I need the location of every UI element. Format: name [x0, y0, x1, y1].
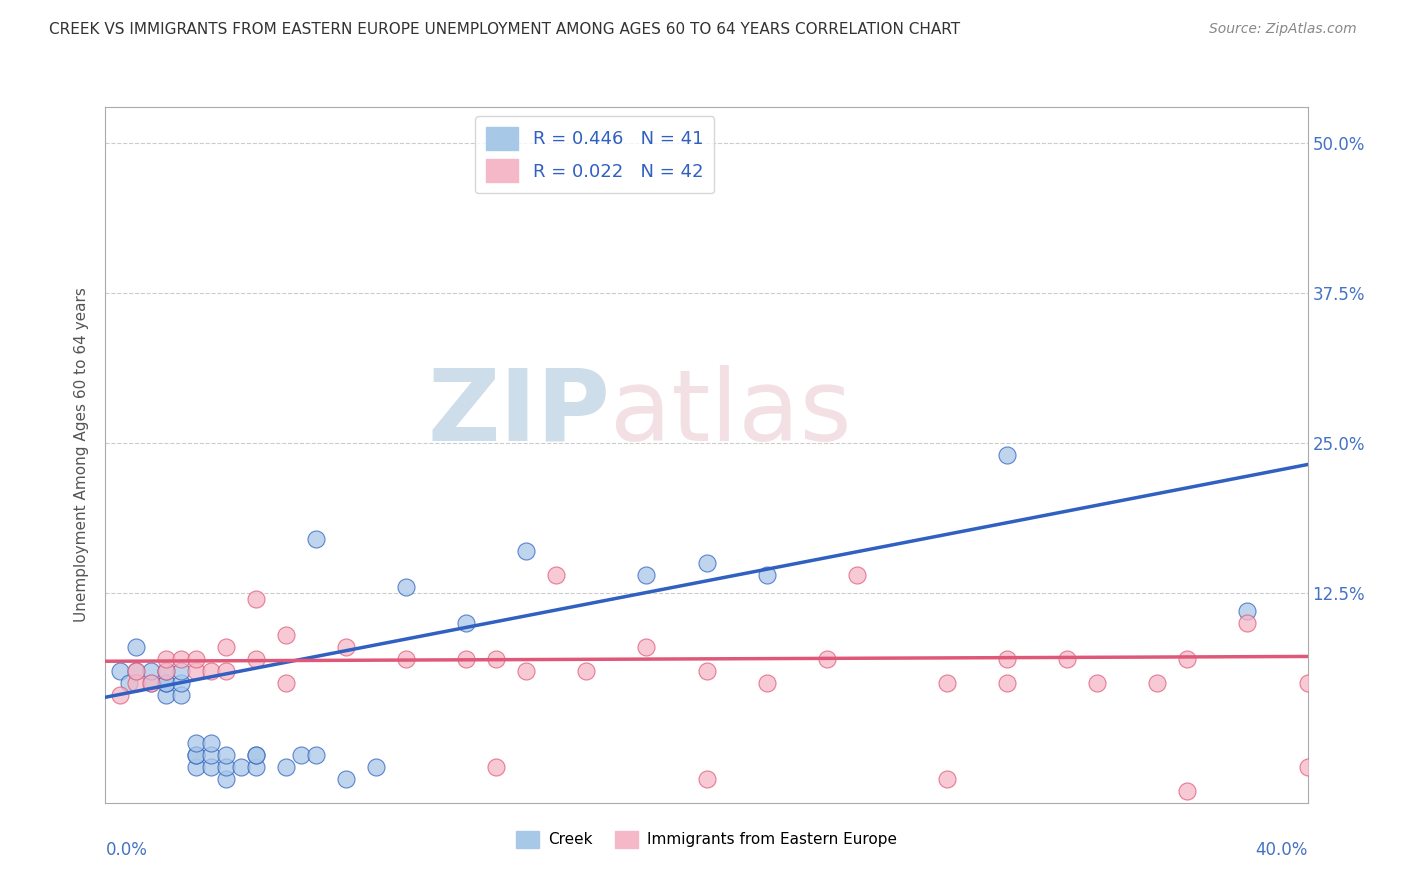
Point: [1146, 676, 1168, 690]
Point: [184, 736, 207, 750]
Text: 40.0%: 40.0%: [1256, 841, 1308, 859]
Point: [214, 772, 236, 786]
Point: [1296, 760, 1319, 774]
Point: [184, 664, 207, 678]
Point: [305, 747, 328, 762]
Point: [169, 688, 191, 702]
Y-axis label: Unemployment Among Ages 60 to 64 years: Unemployment Among Ages 60 to 64 years: [75, 287, 90, 623]
Point: [200, 664, 222, 678]
Point: [636, 640, 658, 654]
Point: [755, 676, 778, 690]
Point: [214, 760, 236, 774]
Point: [245, 652, 267, 666]
Point: [214, 747, 236, 762]
Point: [184, 652, 207, 666]
Point: [124, 664, 146, 678]
Point: [155, 676, 177, 690]
Point: [155, 688, 177, 702]
Point: [124, 664, 146, 678]
Text: CREEK VS IMMIGRANTS FROM EASTERN EUROPE UNEMPLOYMENT AMONG AGES 60 TO 64 YEARS C: CREEK VS IMMIGRANTS FROM EASTERN EUROPE …: [49, 22, 960, 37]
Point: [515, 664, 537, 678]
Point: [200, 736, 222, 750]
Point: [485, 760, 508, 774]
Point: [155, 664, 177, 678]
Point: [169, 664, 191, 678]
Point: [155, 676, 177, 690]
Point: [364, 760, 387, 774]
Point: [274, 628, 297, 642]
Point: [995, 676, 1018, 690]
Legend: Creek, Immigrants from Eastern Europe: Creek, Immigrants from Eastern Europe: [509, 824, 904, 855]
Point: [696, 772, 718, 786]
Point: [1085, 676, 1108, 690]
Point: [229, 760, 252, 774]
Point: [395, 580, 418, 594]
Point: [696, 556, 718, 570]
Point: [815, 652, 838, 666]
Point: [169, 676, 191, 690]
Point: [245, 747, 267, 762]
Text: atlas: atlas: [610, 365, 852, 462]
Point: [1175, 784, 1198, 798]
Point: [245, 747, 267, 762]
Point: [184, 760, 207, 774]
Point: [274, 676, 297, 690]
Text: 0.0%: 0.0%: [105, 841, 148, 859]
Point: [245, 760, 267, 774]
Point: [305, 532, 328, 546]
Point: [995, 652, 1018, 666]
Point: [1236, 615, 1258, 630]
Text: ZIP: ZIP: [427, 365, 610, 462]
Point: [110, 688, 132, 702]
Point: [995, 448, 1018, 462]
Point: [1236, 604, 1258, 618]
Text: Source: ZipAtlas.com: Source: ZipAtlas.com: [1209, 22, 1357, 37]
Point: [214, 640, 236, 654]
Point: [110, 664, 132, 678]
Point: [1175, 652, 1198, 666]
Point: [485, 652, 508, 666]
Point: [335, 772, 357, 786]
Point: [124, 640, 146, 654]
Point: [936, 772, 959, 786]
Point: [139, 676, 162, 690]
Point: [755, 567, 778, 582]
Point: [1296, 676, 1319, 690]
Point: [290, 747, 312, 762]
Point: [515, 544, 537, 558]
Point: [214, 664, 236, 678]
Point: [169, 652, 191, 666]
Point: [118, 676, 141, 690]
Point: [575, 664, 598, 678]
Point: [200, 747, 222, 762]
Point: [184, 747, 207, 762]
Point: [155, 664, 177, 678]
Point: [200, 760, 222, 774]
Point: [546, 567, 568, 582]
Point: [335, 640, 357, 654]
Point: [395, 652, 418, 666]
Point: [845, 567, 868, 582]
Point: [636, 567, 658, 582]
Point: [274, 760, 297, 774]
Point: [124, 676, 146, 690]
Point: [155, 652, 177, 666]
Point: [139, 664, 162, 678]
Point: [139, 676, 162, 690]
Point: [184, 747, 207, 762]
Point: [1056, 652, 1078, 666]
Point: [936, 676, 959, 690]
Point: [696, 664, 718, 678]
Point: [454, 652, 477, 666]
Point: [245, 591, 267, 606]
Point: [454, 615, 477, 630]
